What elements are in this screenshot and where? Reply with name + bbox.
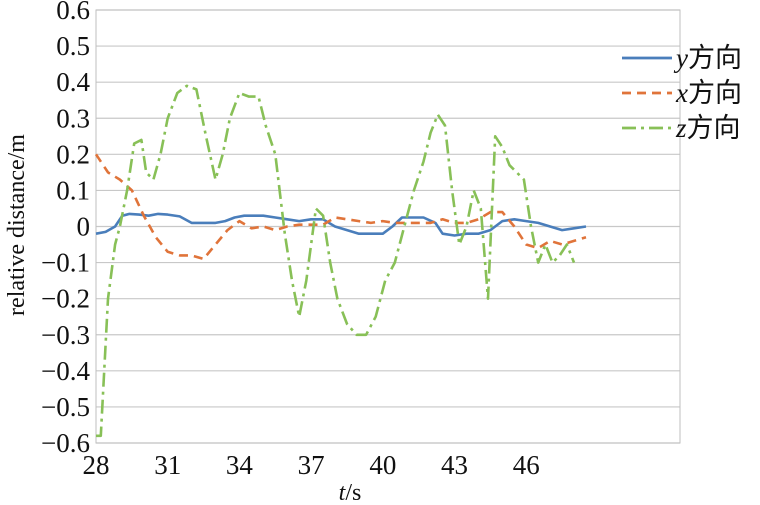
y-tick-label: −0.6 [41, 428, 90, 458]
x-tick-label: 46 [513, 450, 540, 480]
y-tick-label: −0.2 [41, 284, 90, 314]
y-tick-label: −0.1 [41, 248, 90, 278]
series-line-y [95, 212, 587, 237]
y-tick-label: −0.4 [41, 356, 90, 386]
x-tick-label: 28 [83, 450, 110, 480]
legend-label-z: z方向 [675, 113, 741, 143]
plot-border [95, 9, 681, 444]
x-tick-labels: 28 31 34 37 40 43 46 [83, 450, 540, 480]
y-tick-label: −0.5 [41, 392, 90, 422]
y-tick-label: 0 [77, 212, 91, 242]
y-axis-title: relative distance/m [4, 134, 30, 316]
x-axis-title: t/s [339, 480, 362, 505]
x-axis-var: t [339, 480, 347, 505]
y-tick-label: −0.3 [41, 320, 90, 350]
legend: y方向 x方向 z方向 [622, 43, 742, 143]
x-tick-label: 37 [298, 450, 325, 480]
y-tick-label: 0.3 [56, 103, 90, 133]
x-axis-unit: /s [345, 480, 361, 505]
x-tick-label: 40 [369, 450, 396, 480]
legend-label-x: x方向 [675, 78, 742, 108]
legend-label-y: y方向 [673, 43, 742, 73]
series-line-z [96, 84, 576, 438]
series-lines [94, 84, 587, 438]
y-tick-label: 0.6 [56, 0, 90, 25]
x-tick-label: 31 [154, 450, 181, 480]
y-tick-labels: 0.6 0.5 0.4 0.3 0.2 0.1 0 −0.1 −0.2 −0.3 −0.4 −0.5 −… [41, 0, 90, 458]
series-line-x [94, 153, 587, 261]
x-tick-label: 43 [441, 450, 468, 480]
y-tick-label: 0.4 [56, 67, 90, 97]
y-tick-label: 0.5 [56, 31, 90, 61]
y-tick-label: 0.2 [56, 139, 90, 169]
x-tick-label: 34 [226, 450, 254, 480]
y-tick-label: 0.1 [56, 175, 90, 205]
